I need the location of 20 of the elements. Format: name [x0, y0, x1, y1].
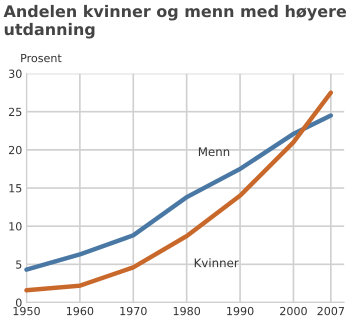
y-tick-label: 20: [8, 146, 22, 154]
y-tick-label: 10: [9, 222, 22, 231]
x-tick-label: 1960: [66, 306, 94, 316]
y-tick-label: 15: [9, 184, 22, 192]
x-tick-label: 1970: [120, 306, 147, 316]
y-tick-label: 5: [16, 260, 22, 269]
series-label: Menn: [198, 147, 230, 156]
y-axis-title: Prosent: [21, 54, 62, 62]
chart-title: Andelen kvinner og menn med høyere utdanning: [4, 4, 346, 38]
line-series: [24, 113, 334, 272]
line-series: [24, 90, 334, 292]
x-tick-label: 2007: [318, 306, 344, 316]
series-label: Kvinner: [194, 258, 239, 268]
x-tick-label: 1990: [227, 306, 254, 316]
x-tick-label: 1950: [14, 306, 40, 316]
x-tick-label: 1980: [174, 306, 200, 316]
y-tick-label: 30: [9, 70, 22, 78]
x-tick-label: 2000: [280, 306, 307, 316]
y-tick-label: 0: [16, 298, 22, 307]
y-tick-label: 25: [8, 108, 22, 116]
